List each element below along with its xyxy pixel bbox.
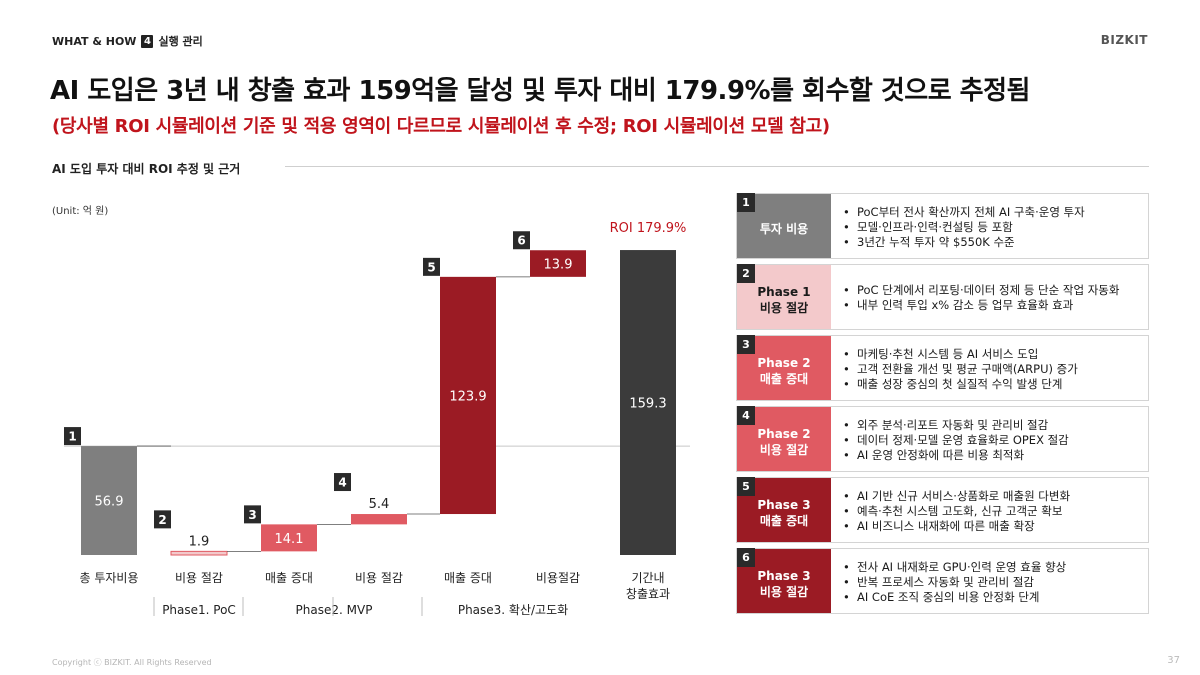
step-badge bbox=[423, 257, 440, 276]
card-number-badge: 1 bbox=[737, 193, 755, 212]
card-bullet-list: PoC부터 전사 확산까지 전체 AI 구축·운영 투자모델·인프라·인력·컨설… bbox=[831, 194, 1148, 258]
card-bullet-item: 마케팅·추천 시스템 등 AI 서비스 도입 bbox=[843, 347, 1140, 362]
card-label-line: Phase 3 bbox=[757, 569, 811, 583]
category-label: 기간내 bbox=[631, 571, 664, 585]
category-label: 비용 절감 bbox=[175, 571, 223, 585]
card-number-badge: 3 bbox=[737, 335, 755, 354]
card-bullet-item: 모델·인프라·인력·컨설팅 등 포함 bbox=[843, 220, 1140, 235]
card-bullet-item: PoC부터 전사 확산까지 전체 AI 구축·운영 투자 bbox=[843, 205, 1140, 220]
step-badge bbox=[334, 473, 351, 492]
bar-1 bbox=[81, 446, 137, 555]
section-divider bbox=[285, 166, 1149, 167]
card-bullet-item: 외주 분석·리포트 자동화 및 관리비 절감 bbox=[843, 418, 1140, 433]
bar-4 bbox=[351, 514, 407, 525]
card-label-line: 매출 증대 bbox=[759, 372, 809, 386]
category-label: 매출 증대 bbox=[444, 571, 492, 585]
card-bullet-item: 데이터 정제·모델 운영 효율화로 OPEX 절감 bbox=[843, 433, 1140, 448]
card-number-badge: 4 bbox=[737, 406, 755, 425]
footer-copyright: Copyright ⓒ BIZKIT. All Rights Reserved bbox=[52, 658, 212, 667]
card-label-line: 비용 절감 bbox=[759, 301, 809, 315]
card-label-line: 비용 절감 bbox=[759, 443, 809, 457]
card-label-line: Phase 3 bbox=[757, 498, 811, 512]
brand-logo: BIZKIT bbox=[1100, 33, 1148, 47]
card-label-line: Phase 2 bbox=[757, 427, 811, 441]
card-bullet-item: 예측·추천 시스템 고도화, 신규 고객군 확보 bbox=[843, 504, 1140, 519]
card-label-line: Phase 1 bbox=[757, 285, 811, 299]
roi-label: ROI 179.9% bbox=[610, 221, 687, 236]
category-label: 총 투자비용 bbox=[79, 571, 138, 585]
phase-label: Phase2. MVP bbox=[296, 603, 373, 617]
card-bullet-item: AI CoE 조직 중심의 비용 안정화 단계 bbox=[843, 590, 1140, 605]
bar-6 bbox=[530, 250, 586, 277]
card-1: 1 투자 비용 PoC부터 전사 확산까지 전체 AI 구축·운영 투자모델·인프라… bbox=[736, 193, 1149, 259]
bar-7 bbox=[620, 250, 676, 555]
card-bullet-item: 매출 성장 중심의 첫 실질적 수익 발생 단계 bbox=[843, 377, 1140, 392]
step-badge-number: 4 bbox=[338, 476, 346, 490]
card-label-line: 매출 증대 bbox=[759, 514, 809, 528]
card-bullet-item: 반복 프로세스 자동화 및 관리비 절감 bbox=[843, 575, 1140, 590]
step-number-badge: 4 bbox=[141, 34, 154, 48]
step-badge bbox=[64, 427, 81, 446]
unit-label: (Unit: 억 원) bbox=[52, 206, 109, 217]
explanation-cards: 1 투자 비용 PoC부터 전사 확산까지 전체 AI 구축·운영 투자모델·인프라… bbox=[736, 193, 1149, 619]
section-label: AI 도입 투자 대비 ROI 추정 및 근거 bbox=[52, 162, 241, 176]
step-badge-number: 5 bbox=[427, 260, 435, 274]
bar-value-label: 56.9 bbox=[95, 495, 124, 510]
card-label-line: 투자 비용 bbox=[759, 222, 809, 236]
category-label: 비용 절감 bbox=[355, 571, 403, 585]
breadcrumb-step-title: 실행 관리 bbox=[158, 35, 203, 48]
card-number-badge: 5 bbox=[737, 477, 755, 496]
breadcrumb: WHAT & HOW 4 실행 관리 bbox=[52, 33, 203, 49]
card-label-line: Phase 2 bbox=[757, 356, 811, 370]
card-label-line: 비용 절감 bbox=[759, 585, 809, 599]
bar-2 bbox=[170, 550, 228, 556]
bar-value-label: 123.9 bbox=[449, 389, 486, 404]
page-subtitle: (당사별 ROI 시뮬레이션 기준 및 적용 영역이 다르므로 시뮬레이션 후 … bbox=[52, 116, 830, 137]
bar-5 bbox=[440, 276, 496, 515]
step-badge-number: 3 bbox=[248, 508, 256, 522]
card-bullet-item: 내부 인력 투입 x% 감소 등 업무 효율화 효과 bbox=[843, 298, 1140, 313]
card-bullet-list: PoC 단계에서 리포팅·데이터 정제 등 단순 작업 자동화내부 인력 투입 … bbox=[831, 265, 1148, 329]
card-bullet-item: AI 운영 안정화에 따른 비용 최적화 bbox=[843, 448, 1140, 463]
bar-value-label: 13.9 bbox=[544, 258, 573, 273]
bar-value-label: 5.4 bbox=[369, 497, 390, 512]
card-label: Phase 3 비용 절감 bbox=[737, 549, 831, 613]
page-title: AI 도입은 3년 내 창출 효과 159억을 달성 및 투자 대비 179.9… bbox=[50, 76, 1030, 106]
card-bullet-list: 마케팅·추천 시스템 등 AI 서비스 도입고객 전환율 개선 및 평균 구매액… bbox=[831, 336, 1148, 400]
step-badge-number: 2 bbox=[158, 513, 166, 527]
category-label: 창출효과 bbox=[626, 587, 670, 601]
card-bullet-list: 전사 AI 내재화로 GPU·인력 운영 효율 향상반복 프로세스 자동화 및 … bbox=[831, 549, 1148, 613]
card-number-badge: 2 bbox=[737, 264, 755, 283]
step-badge-number: 6 bbox=[517, 234, 525, 248]
card-bullet-item: AI 기반 신규 서비스·상품화로 매출원 다변화 bbox=[843, 489, 1140, 504]
card-bullet-item: 고객 전환율 개선 및 평균 구매액(ARPU) 증가 bbox=[843, 362, 1140, 377]
card-bullet-item: 전사 AI 내재화로 GPU·인력 운영 효율 향상 bbox=[843, 560, 1140, 575]
step-badge-number: 1 bbox=[68, 430, 76, 444]
card-bullet-item: AI 비즈니스 내재화에 따른 매출 확장 bbox=[843, 519, 1140, 534]
page-number: 37 bbox=[1167, 655, 1180, 666]
card-bullet-item: 3년간 누적 투자 약 $550K 수준 bbox=[843, 235, 1140, 250]
phase-label: Phase3. 확산/고도화 bbox=[458, 603, 568, 617]
bar-value-label: 1.9 bbox=[189, 534, 210, 549]
bar-value-label: 159.3 bbox=[629, 397, 666, 412]
waterfall-chart: 56.9 1 총 투자비용 1.9 2 비용 절감 14.1 3 매출 증대 5.4 4 비용 절감 1… bbox=[64, 221, 690, 617]
step-badge bbox=[513, 231, 530, 250]
phase-label: Phase1. PoC bbox=[162, 603, 236, 617]
category-label: 매출 증대 bbox=[265, 571, 313, 585]
breadcrumb-section: WHAT & HOW bbox=[52, 34, 137, 48]
bar-3 bbox=[261, 524, 317, 552]
step-badge bbox=[244, 505, 261, 524]
card-bullet-item: PoC 단계에서 리포팅·데이터 정제 등 단순 작업 자동화 bbox=[843, 283, 1140, 298]
step-badge bbox=[154, 510, 171, 529]
bar-value-label: 14.1 bbox=[275, 532, 304, 547]
category-label: 비용절감 bbox=[536, 571, 580, 585]
card-bullet-list: AI 기반 신규 서비스·상품화로 매출원 다변화예측·추천 시스템 고도화, … bbox=[831, 478, 1148, 542]
card-number-badge: 6 bbox=[737, 548, 755, 567]
card-bullet-list: 외주 분석·리포트 자동화 및 관리비 절감데이터 정제·모델 운영 효율화로 … bbox=[831, 407, 1148, 471]
